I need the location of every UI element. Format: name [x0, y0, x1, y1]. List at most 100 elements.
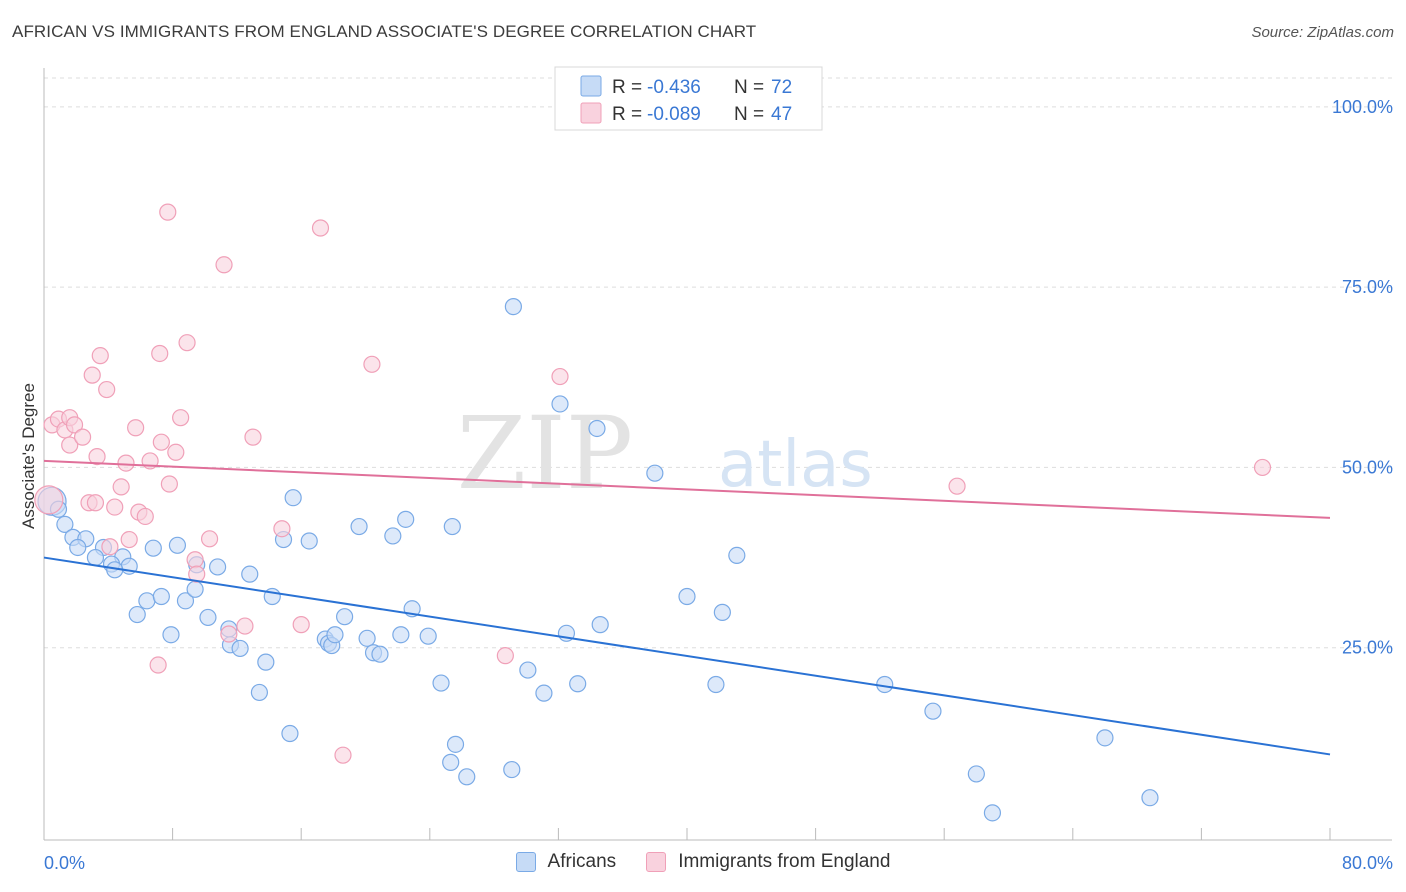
africans-point	[503, 760, 521, 779]
y-tick-label: 75.0%	[1342, 277, 1393, 297]
england-point	[167, 443, 185, 461]
africans-point	[504, 298, 522, 316]
england-point	[88, 448, 106, 466]
stats-n-value: 47	[771, 104, 792, 125]
africans-point	[284, 489, 302, 507]
stats-n-label: N =	[734, 77, 764, 98]
africans-point	[707, 675, 725, 694]
y-axis-label: Associate's Degree	[19, 383, 38, 529]
england-point	[244, 428, 262, 446]
stats-legend: R = -0.436 N = 72 R = -0.089 N = 47	[554, 66, 823, 131]
england-trendline	[43, 459, 1331, 519]
england-point	[292, 616, 310, 634]
africans-point	[535, 684, 553, 702]
watermark: ZIP atlas	[457, 395, 873, 512]
legend-label-africans: Africans	[547, 851, 617, 872]
africans-point	[1141, 789, 1159, 807]
africans-point	[983, 804, 1002, 822]
africans-point	[442, 753, 460, 771]
england-point	[1253, 458, 1272, 477]
trend-layer	[43, 459, 1331, 756]
england-point	[34, 485, 64, 515]
africans-point	[1096, 729, 1114, 747]
y-tick-label: 50.0%	[1342, 457, 1393, 477]
africans-point	[168, 536, 187, 554]
england-point	[273, 520, 291, 538]
africans-point	[186, 580, 204, 598]
africans-point	[446, 735, 465, 753]
africans-point	[199, 608, 217, 627]
england-point	[159, 203, 177, 221]
africans-point	[241, 565, 259, 583]
england-point	[186, 551, 204, 569]
legend-swatch-england	[646, 852, 667, 872]
africans-point	[392, 626, 410, 644]
africans-point	[458, 768, 476, 786]
africans-point	[231, 639, 249, 658]
legend-item-england[interactable]: Immigrants from England	[646, 851, 890, 873]
africans-point	[56, 515, 74, 533]
africans-point	[443, 517, 461, 536]
england-point	[236, 617, 254, 635]
africans-point	[591, 616, 609, 634]
africans-point	[300, 532, 318, 550]
legend-label-england: Immigrants from England	[678, 851, 891, 872]
africans-point	[281, 724, 299, 743]
england-point	[152, 433, 170, 451]
x-tick-label-min: 0.0%	[44, 853, 85, 873]
england-point	[151, 344, 169, 363]
england-point	[117, 454, 135, 472]
legend-item-africans[interactable]: Africans	[515, 851, 617, 873]
africans-point	[569, 675, 587, 693]
england-point	[136, 507, 154, 526]
africans-point	[924, 702, 942, 720]
england-point	[551, 367, 569, 386]
africans-point	[350, 517, 368, 536]
england-point	[98, 380, 116, 399]
source-label: Source: ZipAtlas.com	[1251, 24, 1394, 41]
africans-point	[336, 608, 354, 626]
england-point	[215, 256, 233, 274]
england-point	[101, 538, 119, 556]
africans-point	[144, 539, 162, 557]
england-point	[948, 477, 966, 495]
africans-point	[967, 765, 985, 783]
stats-n-label: N =	[734, 104, 764, 125]
england-point	[311, 219, 330, 237]
stats-swatch	[580, 75, 602, 97]
x-tick-label-max: 80.0%	[1342, 853, 1393, 873]
england-point	[200, 530, 219, 548]
england-point	[178, 334, 196, 352]
y-tick-label: 100.0%	[1332, 97, 1393, 117]
england-point	[120, 530, 138, 549]
axis-layer: 25.0% 50.0% 75.0% 100.0% 0.0% 80.0%	[43, 68, 1393, 873]
africans-point	[678, 587, 696, 606]
england-point	[106, 498, 124, 516]
england-point	[188, 565, 206, 583]
stats-r-label: R =	[612, 77, 642, 98]
africans-point	[128, 605, 146, 624]
stats-r-value: -0.436	[647, 77, 701, 98]
africans-trendline	[43, 556, 1331, 756]
england-point	[61, 436, 79, 454]
africans-point	[250, 683, 269, 702]
africans-point	[326, 626, 344, 644]
y-tick-label: 25.0%	[1342, 638, 1393, 658]
england-point	[127, 419, 145, 437]
stats-n-value: 72	[771, 77, 792, 98]
england-point	[334, 746, 352, 764]
africans-point	[358, 629, 376, 647]
africans-point	[257, 653, 275, 671]
legend-swatch-africans	[515, 852, 536, 872]
africans-point	[728, 546, 746, 565]
africans-point	[432, 674, 450, 692]
england-point	[86, 494, 105, 512]
england-point	[73, 428, 92, 446]
africans-point	[551, 395, 569, 413]
africans-point	[152, 587, 170, 606]
africans-point	[419, 627, 437, 645]
england-point	[172, 409, 190, 427]
africans-point	[69, 538, 87, 557]
points-layer	[34, 203, 1272, 822]
africans-point	[519, 661, 537, 679]
